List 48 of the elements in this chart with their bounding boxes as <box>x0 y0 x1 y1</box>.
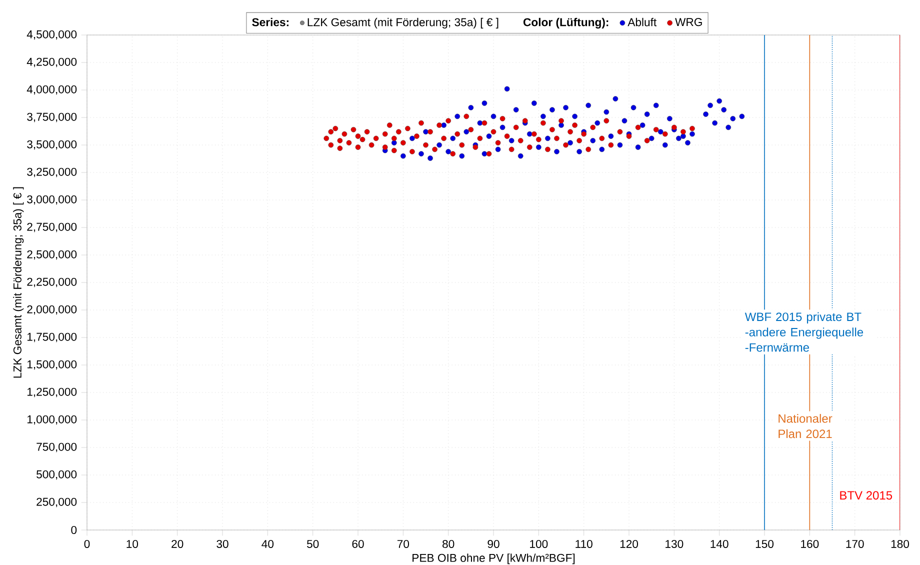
x-axis-title: PEB OIB ohne PV [kWh/m²BGF] <box>412 554 575 564</box>
x-tick-label: 90 <box>488 540 500 548</box>
x-tick-label: 80 <box>442 540 454 548</box>
legend-label: WRG <box>675 18 702 26</box>
y-tick-label: 2,250,000 <box>27 278 77 288</box>
x-tick-label: 160 <box>801 540 819 548</box>
x-tick-label: 20 <box>172 540 184 548</box>
x-tick-label: 0 <box>84 540 90 548</box>
x-tick-label: 150 <box>756 540 774 548</box>
y-tick-label: 4,500,000 <box>26 30 77 40</box>
legend-title: Color (Lüftung): <box>523 18 608 29</box>
ref-line-label: BTV 2015 <box>840 491 892 500</box>
ref-line-label: WBF 2015 private BT -andere Energiequelle -Fernwärme <box>744 312 864 352</box>
x-tick-label: 170 <box>846 540 864 548</box>
y-tick-label: 2,750,000 <box>27 222 77 232</box>
x-tick-label: 30 <box>216 540 228 548</box>
x-tick-label: 100 <box>530 540 548 548</box>
y-tick-label: 3,250,000 <box>27 168 77 178</box>
y-tick-label: 3,000,000 <box>27 195 77 205</box>
x-tick-label: 70 <box>397 540 410 548</box>
x-tick-label: 110 <box>576 540 592 548</box>
x-tick-label: 130 <box>666 540 684 548</box>
text: Series: <box>252 18 288 26</box>
y-tick-label: 3,750,000 <box>27 112 77 122</box>
y-tick-label: 500,000 <box>36 470 77 480</box>
x-tick-label: 180 <box>891 540 910 548</box>
y-axis-title: LZK Gesamt (mit Förderung; 35a) [ € ] <box>13 187 24 378</box>
y-tick-label: 3,500,000 <box>27 140 77 150</box>
y-tick-label: 250,000 <box>36 498 77 508</box>
ref-line-label: Nationaler Plan 2021 <box>778 414 832 438</box>
y-tick-label: 0 <box>71 526 77 534</box>
x-tick-label: 10 <box>126 540 138 548</box>
legend-label: Abluft <box>628 18 657 26</box>
x-tick-label: 50 <box>306 540 319 548</box>
y-tick-label: 1,000,000 <box>27 415 77 425</box>
y-tick-label: 2,000,000 <box>27 305 77 315</box>
text: LZK Gesamt (mit Förderung; 35a) [ € ] <box>308 18 498 28</box>
y-tick-label: 1,750,000 <box>27 332 77 342</box>
x-tick-label: 140 <box>710 540 728 548</box>
y-tick-label: 1,500,000 <box>27 360 77 370</box>
y-tick-label: 4,250,000 <box>26 58 77 68</box>
y-tick-label: 1,250,000 <box>27 388 77 398</box>
y-tick-label: 750,000 <box>36 442 77 452</box>
x-tick-label: 60 <box>352 540 364 548</box>
y-tick-label: 4,000,000 <box>26 85 77 95</box>
x-tick-label: 40 <box>262 540 274 548</box>
x-tick-label: 120 <box>620 540 638 548</box>
y-tick-label: 2,500,000 <box>27 250 77 260</box>
